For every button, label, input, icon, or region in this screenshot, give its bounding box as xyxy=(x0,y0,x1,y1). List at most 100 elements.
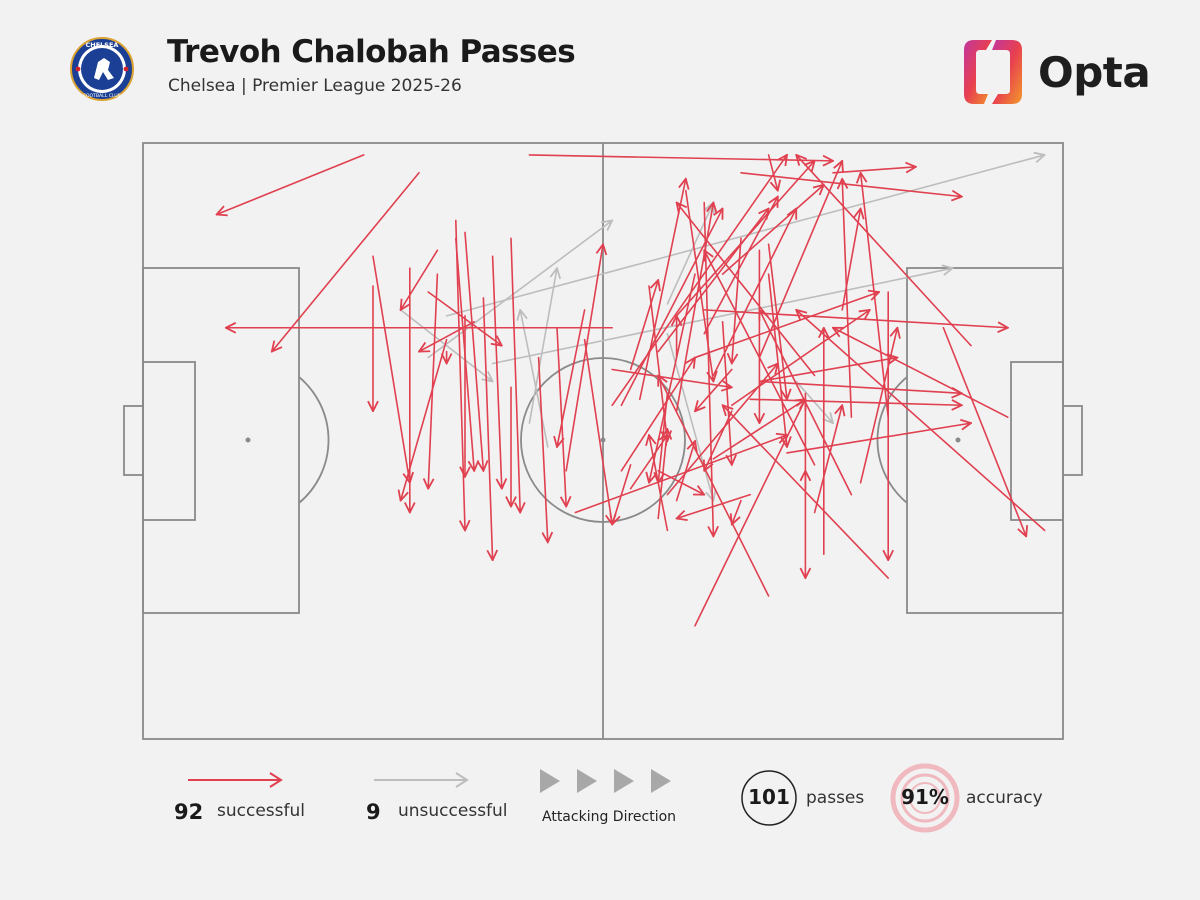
centre-circle xyxy=(520,357,686,523)
successful-pass-arrow xyxy=(454,219,465,530)
page-title: Trevoh Chalobah Passes xyxy=(167,34,576,70)
successful-pass-arrow xyxy=(767,243,787,399)
crest-top-text: CHELSEA xyxy=(86,41,119,49)
successful-pass-arrow xyxy=(454,237,474,470)
successful-pass-arrow xyxy=(482,297,492,560)
unsuccessful-pass-arrow xyxy=(520,310,549,448)
unsuccessful-pass-arrow xyxy=(666,203,713,305)
successful-pass-arrow xyxy=(528,154,833,161)
left-penalty-area xyxy=(142,267,300,614)
successful-pass-arrow xyxy=(427,291,502,346)
successful-pass-arrow xyxy=(638,179,686,401)
successful-pass-arrow xyxy=(832,167,916,174)
right-penalty-arc xyxy=(876,376,908,504)
opta-brand: Opta xyxy=(962,36,1162,112)
successful-count: 92 xyxy=(174,800,204,824)
successful-pass-arrow xyxy=(740,172,962,197)
successful-pass-arrow xyxy=(767,154,778,191)
successful-arrow-icon xyxy=(188,772,283,788)
successful-pass-arrow xyxy=(658,375,770,597)
successful-pass-arrow xyxy=(401,249,439,310)
successful-pass-arrow xyxy=(401,338,448,501)
successful-pass-arrow xyxy=(677,493,752,519)
successful-pass-arrow xyxy=(758,380,961,393)
successful-pass-arrow xyxy=(796,310,1046,532)
successful-pass-arrow xyxy=(703,197,778,335)
successful-pass-arrow xyxy=(629,280,659,371)
successful-pass-arrow xyxy=(732,237,742,363)
successful-pass-arrow xyxy=(574,435,787,514)
passes-ring xyxy=(741,770,797,826)
successful-pass-arrow xyxy=(694,292,879,359)
successful-pass-arrow xyxy=(565,244,603,472)
successful-pass-arrow xyxy=(217,154,365,215)
successful-pass-arrow xyxy=(758,358,897,383)
right-penalty-area xyxy=(906,267,1064,614)
successful-pass-arrow xyxy=(786,423,971,454)
successful-pass-arrow xyxy=(703,201,713,537)
left-six-yard-box xyxy=(142,361,196,521)
accuracy-ring xyxy=(890,763,960,833)
successful-pass-arrow xyxy=(510,237,520,512)
successful-pass-arrow xyxy=(658,392,669,482)
successful-pass-arrow xyxy=(428,273,439,489)
left-goal xyxy=(123,405,144,476)
unsuccessful-arrow-icon xyxy=(374,772,469,788)
successful-pass-arrow xyxy=(657,469,704,495)
successful-pass-arrow xyxy=(767,273,787,447)
successful-pass-arrow xyxy=(721,320,732,465)
successful-pass-arrow xyxy=(703,309,1008,328)
accuracy-label: accuracy xyxy=(966,788,1043,808)
successful-pass-arrow xyxy=(649,273,696,483)
successful-pass-arrow xyxy=(648,285,667,441)
opta-brand-name: Opta xyxy=(1038,48,1151,97)
passes-label: passes xyxy=(806,788,865,808)
successful-pass-arrow xyxy=(491,255,502,488)
crest-bottom-text: FOOTBALL CLUB xyxy=(83,93,121,99)
successful-pass-arrow xyxy=(583,338,613,525)
successful-pass-arrow xyxy=(841,209,860,311)
successful-pass-arrow xyxy=(813,405,843,514)
successful-pass-arrow xyxy=(272,172,420,352)
chelsea-crest-icon: CHELSEA FOOTBALL CLUB xyxy=(70,37,134,101)
successful-pass-arrow xyxy=(675,203,714,413)
successful-pass-arrow xyxy=(556,326,566,507)
page-subtitle: Chelsea | Premier League 2025-26 xyxy=(168,76,462,96)
successful-pass-arrow xyxy=(372,255,410,482)
pitch-markings xyxy=(123,142,1083,740)
right-penalty-spot xyxy=(955,437,961,443)
successful-pass-arrow xyxy=(419,320,476,352)
centre-spot xyxy=(600,437,606,443)
successful-label: successful xyxy=(217,801,305,821)
opta-logo-icon xyxy=(964,40,1022,104)
successful-pass-arrow xyxy=(732,499,742,525)
unsuccessful-pass-arrow xyxy=(795,380,833,423)
passes-count: 101 xyxy=(748,785,790,809)
successful-pass-arrow xyxy=(612,464,632,525)
successful-pass-arrow xyxy=(712,209,796,377)
successful-pass-arrow xyxy=(833,328,1009,418)
successful-pass-arrow xyxy=(712,399,805,460)
left-penalty-arc xyxy=(298,376,330,504)
unsuccessful-pass-arrow xyxy=(491,268,953,365)
successful-pass-arrow xyxy=(796,155,972,347)
successful-pass-arrow xyxy=(721,185,824,275)
right-six-yard-box xyxy=(1010,361,1064,521)
unsuccessful-count: 9 xyxy=(366,800,381,824)
unsuccessful-pass-arrow xyxy=(445,155,1045,317)
left-penalty-spot xyxy=(245,437,251,443)
legend: 92 successful 9 unsuccessful Attacking D… xyxy=(0,750,1200,890)
header: CHELSEA FOOTBALL CLUB Trevoh Chalobah Pa… xyxy=(0,0,1200,130)
successful-passes xyxy=(217,154,1046,627)
unsuccessful-pass-arrow xyxy=(399,309,493,382)
successful-pass-arrow xyxy=(704,410,733,471)
successful-pass-arrow xyxy=(677,203,816,377)
successful-pass-arrow xyxy=(842,179,853,418)
successful-pass-arrow xyxy=(942,326,1026,537)
right-goal xyxy=(1062,405,1083,476)
attacking-direction-icon xyxy=(540,769,671,793)
unsuccessful-pass-arrow xyxy=(528,268,557,424)
attacking-direction-label: Attacking Direction xyxy=(542,809,677,825)
successful-pass-arrow xyxy=(730,310,870,407)
